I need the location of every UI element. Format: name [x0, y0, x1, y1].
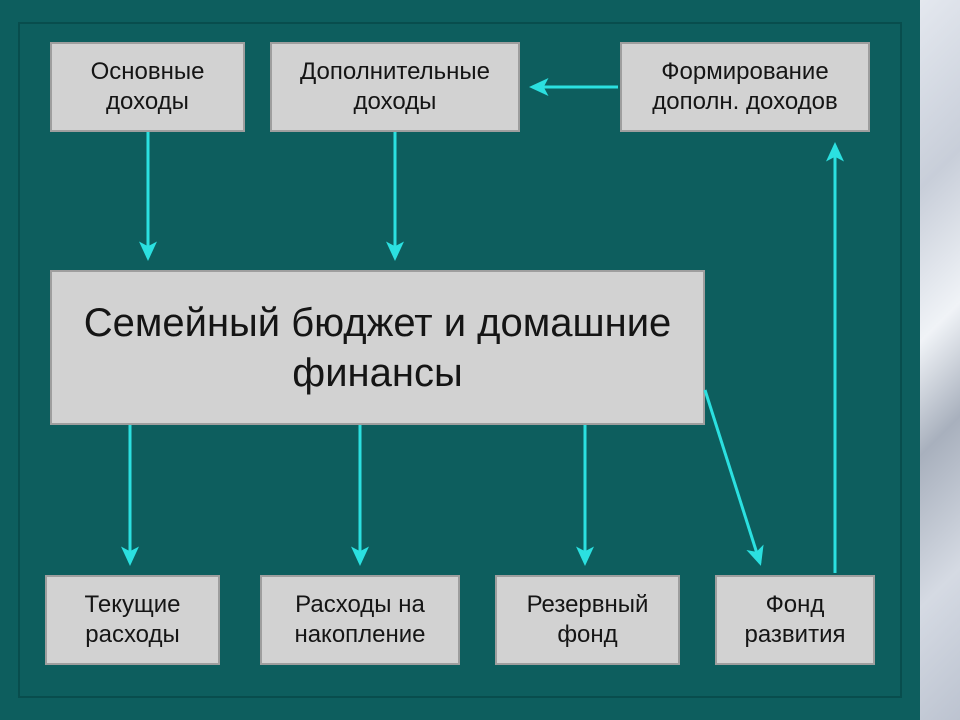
node-label: Семейный бюджет и домашние финансы: [60, 298, 695, 398]
node-label: Формирование дополн. доходов: [630, 57, 860, 117]
node-label: Текущие расходы: [55, 590, 210, 650]
node-label: Дополнительные доходы: [280, 57, 510, 117]
node-center-budget: Семейный бюджет и домашние финансы: [50, 270, 705, 425]
node-bot-current-expenses: Текущие расходы: [45, 575, 220, 665]
diagram-main-area: Основные доходы Дополнительные доходы Фо…: [0, 0, 920, 720]
node-top-additional-income: Дополнительные доходы: [270, 42, 520, 132]
node-label: Расходы на накопление: [270, 590, 450, 650]
node-top-main-income: Основные доходы: [50, 42, 245, 132]
node-bot-development-fund: Фонд развития: [715, 575, 875, 665]
node-bot-reserve-fund: Резервный фонд: [495, 575, 680, 665]
side-band: [920, 0, 960, 720]
node-bot-savings-expenses: Расходы на накопление: [260, 575, 460, 665]
node-label: Основные доходы: [60, 57, 235, 117]
node-top-formation-income: Формирование дополн. доходов: [620, 42, 870, 132]
node-label: Фонд развития: [725, 590, 865, 650]
node-label: Резервный фонд: [505, 590, 670, 650]
